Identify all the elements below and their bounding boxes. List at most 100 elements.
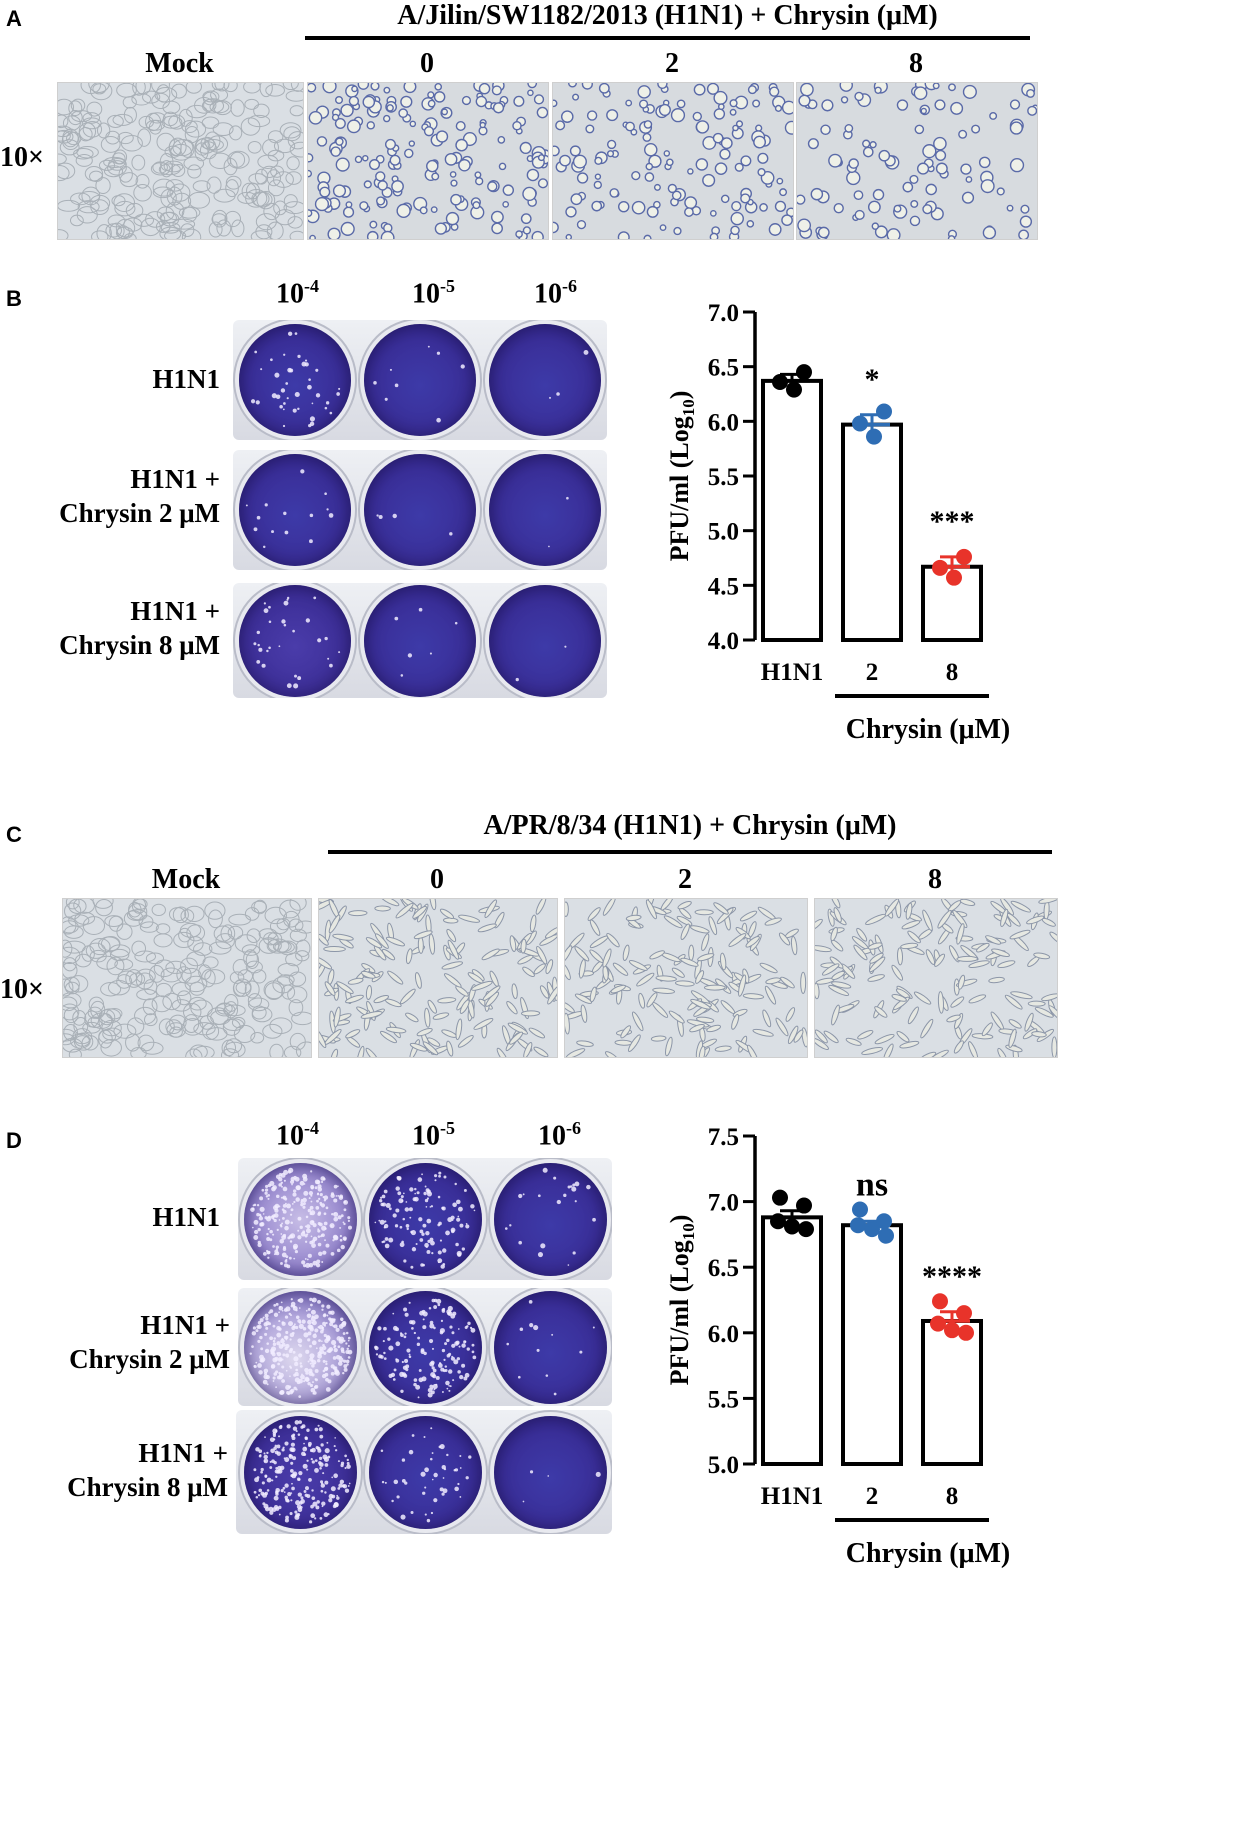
- cell: [645, 162, 654, 171]
- cell: [474, 171, 482, 179]
- cell: [544, 926, 557, 939]
- plaque: [304, 359, 308, 362]
- plaque: [456, 1199, 461, 1205]
- plaque: [276, 1332, 282, 1338]
- cell: [176, 990, 192, 1006]
- y-tick-label: 5.0: [708, 1452, 739, 1479]
- cell: [690, 998, 711, 1010]
- cell: [671, 190, 682, 201]
- cell: [424, 1007, 431, 1028]
- plaque: [416, 1191, 420, 1195]
- cell: [117, 131, 134, 145]
- cell: [348, 95, 360, 107]
- plaque: [255, 1329, 259, 1333]
- plaque: [326, 508, 329, 511]
- cell: [997, 960, 1016, 969]
- plaque: [326, 1441, 329, 1444]
- plaque: [296, 1513, 301, 1517]
- cell: [332, 933, 354, 941]
- cell: [622, 944, 630, 961]
- cell: [828, 984, 850, 996]
- plaque: [264, 1313, 269, 1318]
- cell: [522, 226, 532, 235]
- plaque: [437, 1363, 443, 1368]
- plaque: [347, 1216, 351, 1220]
- cell: [336, 981, 354, 995]
- data-point: [930, 1315, 946, 1332]
- plaque: [324, 1239, 326, 1242]
- plaque: [270, 1348, 275, 1354]
- cell: [553, 145, 560, 157]
- plaque: [280, 388, 286, 393]
- plaque: [345, 1342, 348, 1345]
- plaque: [553, 1176, 557, 1180]
- plaque: [315, 368, 319, 372]
- plaque: [299, 1365, 303, 1368]
- cell: [208, 941, 232, 955]
- plaque: [325, 1360, 328, 1363]
- cell: [359, 201, 369, 211]
- plaque: [442, 1369, 446, 1373]
- cell: [677, 901, 692, 910]
- plaque: [283, 623, 287, 627]
- plaque: [424, 1242, 429, 1248]
- plaque: [388, 1373, 393, 1378]
- cell: [427, 91, 435, 99]
- plaque: [253, 1490, 257, 1494]
- well: [494, 1416, 607, 1529]
- y-tick-label: 6.0: [708, 409, 739, 436]
- cell: [58, 129, 74, 144]
- cell: [831, 970, 845, 981]
- cell: [81, 117, 102, 130]
- cell: [620, 1025, 631, 1039]
- cell: [241, 944, 261, 956]
- cell: [762, 1009, 772, 1028]
- plaque: [312, 1381, 314, 1384]
- plaque: [293, 1245, 298, 1250]
- cell: [957, 974, 966, 990]
- cell: [187, 164, 202, 179]
- cell: [322, 83, 337, 94]
- plaque: [269, 1238, 273, 1242]
- plaque: [529, 1323, 534, 1328]
- y-axis-label: PFU/ml (Log10): [665, 391, 698, 562]
- plaque-layer: [249, 1297, 353, 1398]
- cell: [283, 201, 303, 215]
- plaque: [333, 1445, 336, 1448]
- cell: [216, 1002, 233, 1015]
- cell: [962, 84, 977, 99]
- plaque: [290, 1208, 294, 1212]
- cell: [886, 228, 901, 239]
- plaque: [340, 1463, 344, 1468]
- plaque: [419, 1310, 425, 1316]
- plaque: [264, 1371, 268, 1376]
- plaque: [264, 1436, 266, 1438]
- cell: [644, 172, 655, 182]
- cell: [625, 914, 642, 922]
- plaque: [318, 1222, 323, 1227]
- cell: [135, 83, 152, 95]
- plaque: [303, 1332, 309, 1338]
- plaque: [258, 647, 263, 652]
- cell: [282, 83, 299, 91]
- plaque: [318, 1427, 323, 1432]
- micrograph-a-2: [552, 82, 794, 240]
- plaque: [394, 1224, 399, 1228]
- plaque: [430, 1205, 434, 1208]
- cell: [1049, 931, 1057, 945]
- cell: [555, 120, 566, 131]
- plaque: [430, 1240, 435, 1246]
- plate-b-row-h1n1: [233, 320, 607, 440]
- plaque: [431, 1347, 435, 1350]
- plaque: [537, 1194, 541, 1198]
- plaque: [320, 1203, 326, 1208]
- cell: [181, 206, 198, 223]
- plaque: [325, 1362, 328, 1366]
- plaque: [396, 1175, 402, 1181]
- plaque: [465, 1224, 470, 1229]
- cell: [757, 168, 766, 177]
- plaque: [289, 1375, 291, 1378]
- plaque: [343, 1200, 346, 1203]
- cell: [223, 1041, 246, 1057]
- plaque: [285, 1343, 290, 1349]
